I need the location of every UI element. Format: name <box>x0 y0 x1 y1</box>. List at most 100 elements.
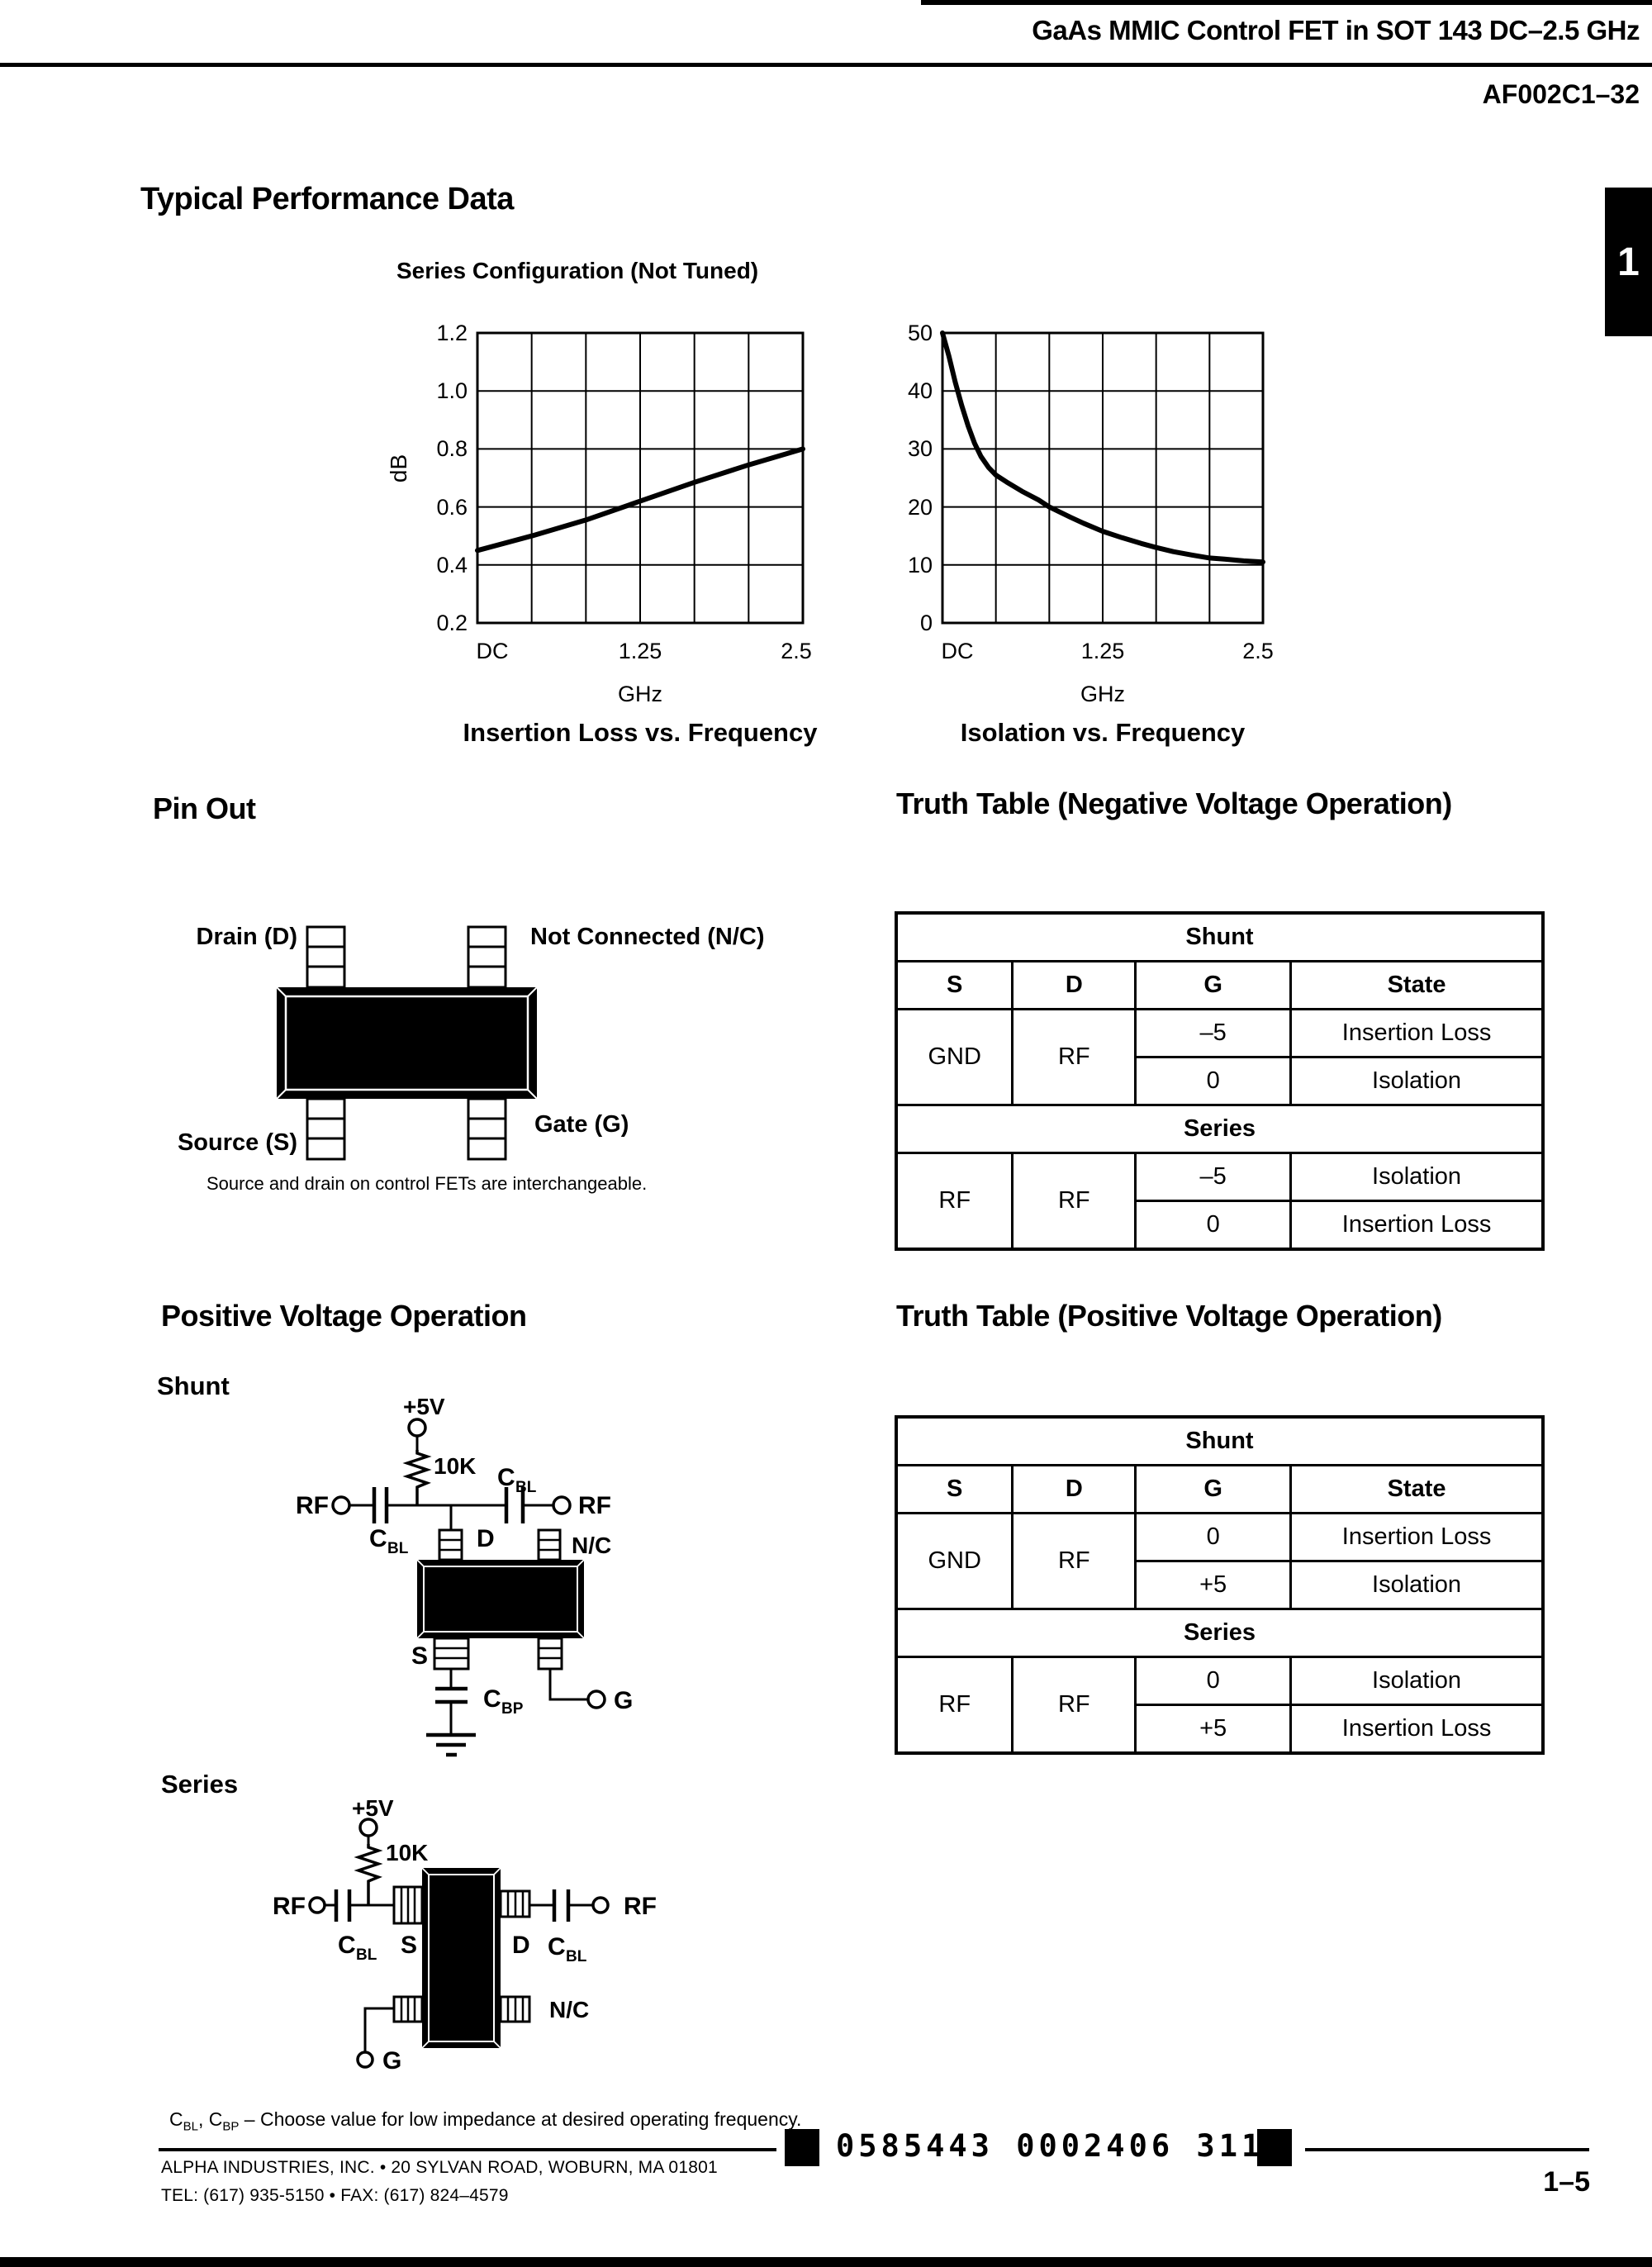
stamp-number: 0585443 0002406 311 <box>836 2128 1265 2164</box>
source-label: Source (S) <box>178 1129 297 1156</box>
performance-heading: Typical Performance Data <box>140 182 514 216</box>
series-circuit-diagram: +5V 10K RF C BL S <box>273 1795 657 2075</box>
cell-d: RF <box>1011 1152 1137 1251</box>
wire <box>548 1669 588 1701</box>
section-tab-label: 1 <box>1617 240 1640 284</box>
bottom-bar <box>0 2257 1652 2267</box>
gate-label: Gate (G) <box>534 1111 629 1138</box>
cap-bp-sub: BP <box>501 1700 524 1718</box>
pin-s-label: S <box>411 1642 428 1670</box>
col-header-g: G <box>1134 960 1293 1010</box>
resistor-label: 10K <box>386 1840 428 1865</box>
col-header-state: State <box>1289 1464 1545 1514</box>
cell-g: 0 <box>1134 1200 1293 1251</box>
y-tick: 0 <box>920 611 933 635</box>
y-tick: 50 <box>908 321 933 345</box>
header-rule <box>0 63 1652 67</box>
x-tick: 1.25 <box>619 639 662 663</box>
y-tick: 1.2 <box>436 321 468 345</box>
footnote-text: – Choose value for low impedance at desi… <box>239 2108 802 2130</box>
pin-d-label: D <box>477 1525 495 1552</box>
sot143-package <box>416 1559 585 1639</box>
pin-d-label: D <box>512 1932 530 1959</box>
y-axis-label: dB <box>386 454 411 482</box>
stamp-block-left <box>785 2129 819 2166</box>
pinout-note: Source and drain on control FETs are int… <box>206 1173 648 1194</box>
cap-bl-sub: BL <box>515 1479 537 1496</box>
cap-bl-sub: BL <box>566 1948 587 1965</box>
rf-in-terminal <box>331 1495 351 1515</box>
cell-state: Insertion Loss <box>1289 1008 1545 1058</box>
x-tick: 2.5 <box>1242 639 1274 663</box>
rf-in-label: RF <box>296 1492 329 1519</box>
g-lead <box>537 1637 563 1671</box>
s-lead <box>433 1637 470 1671</box>
footnote-cbl-sub: BL <box>183 2119 198 2134</box>
part-number: AF002C1–32 <box>1482 79 1640 109</box>
pinout-heading: Pin Out <box>153 791 256 825</box>
cell-state: Insertion Loss <box>1289 1512 1545 1562</box>
insertion-loss-chart: 1.2 1.0 0.8 0.6 0.4 0.2 dB DC 1.25 2.5 G… <box>386 321 819 747</box>
supply-terminal <box>407 1418 427 1438</box>
y-tick: 30 <box>908 436 933 461</box>
supply-label: +5V <box>352 1795 394 1821</box>
shunt-band: Shunt <box>895 1415 1545 1466</box>
footnote-sep: , <box>197 2108 209 2130</box>
nc-lead <box>499 1995 531 2023</box>
g-lead <box>392 1995 424 2023</box>
shunt-band: Shunt <box>895 911 1545 962</box>
pinout-diagram: Drain (D) Not Connected (N/C) Source (S)… <box>178 924 765 1161</box>
col-header-s: S <box>895 1464 1014 1514</box>
col-header-s: S <box>895 960 1014 1010</box>
cell-g: +5 <box>1134 1704 1293 1755</box>
sot143-package <box>421 1867 501 2049</box>
cell-state: Isolation <box>1289 1152 1545 1202</box>
cell-s: GND <box>895 1512 1014 1610</box>
cell-state: Isolation <box>1289 1560 1545 1610</box>
y-tick: 10 <box>908 553 933 577</box>
cap-bl-sub: BL <box>356 1946 377 1964</box>
supply-terminal <box>358 1818 378 1837</box>
footer-rule-right <box>1305 2148 1589 2151</box>
x-axis-label: GHz <box>1080 682 1125 706</box>
y-tick: 0.6 <box>436 495 468 520</box>
sot143-package <box>276 986 538 1100</box>
chart-frame <box>941 331 1265 625</box>
drain-label: Drain (D) <box>197 924 297 950</box>
pin-g-label: G <box>382 2047 401 2075</box>
wire <box>363 2007 394 2052</box>
resistor-label: 10K <box>434 1453 476 1479</box>
s-lead <box>392 1885 424 1925</box>
company-phone: TEL: (617) 935-5150 • FAX: (617) 824–457… <box>161 2186 509 2205</box>
stamp-block-right <box>1257 2129 1292 2166</box>
y-tick: 0.4 <box>436 553 468 577</box>
chart-frame <box>476 331 805 625</box>
isolation-curve <box>940 330 1265 565</box>
y-tick: 0.8 <box>436 436 468 461</box>
chart-gridlines <box>477 333 803 623</box>
shunt-subheading: Shunt <box>157 1371 230 1400</box>
isolation-chart: 50 40 30 20 10 0 DC 1.25 2.5 GHz Isolati… <box>908 321 1274 747</box>
top-edge-rule <box>921 0 1652 5</box>
x-tick: 2.5 <box>781 639 812 663</box>
col-header-d: D <box>1011 1464 1137 1514</box>
x-tick: 1.25 <box>1081 639 1125 663</box>
cell-g: –5 <box>1134 1008 1293 1058</box>
cell-d: RF <box>1011 1656 1137 1755</box>
page-number: 1–5 <box>1543 2166 1590 2198</box>
cap-bl-label: C <box>369 1525 387 1552</box>
cell-g: –5 <box>1134 1152 1293 1202</box>
chart-gridlines <box>942 333 1263 623</box>
y-tick: 40 <box>908 378 933 403</box>
insertion-loss-curve <box>475 446 805 554</box>
series-band: Series <box>895 1104 1545 1154</box>
y-tick: 1.0 <box>436 378 468 403</box>
chart-title: Insertion Loss vs. Frequency <box>463 718 819 747</box>
cap-bl-label: C <box>338 1932 356 1959</box>
ground-symbol <box>426 1732 476 1757</box>
cap-bp-label: C <box>483 1685 501 1713</box>
cell-state: Insertion Loss <box>1289 1704 1545 1755</box>
cell-g: 0 <box>1134 1512 1293 1562</box>
nc-lead <box>467 925 507 989</box>
